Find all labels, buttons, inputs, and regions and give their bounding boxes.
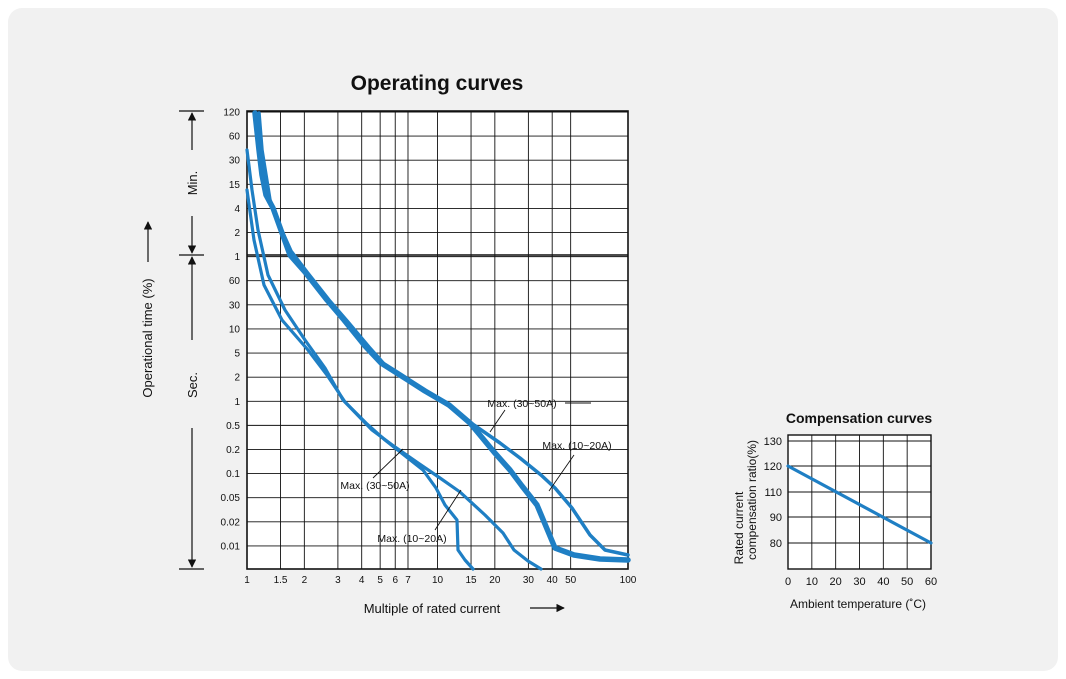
operating-y-ticks: 120 60 30 15 4 2 1 60 30 10 5 2 1 0.5 0.2 0.1 0.05 0.02 0.…: [221, 108, 241, 553]
operating-y-tick-label: 1: [234, 397, 240, 408]
operating-y-tick-label: 10: [229, 324, 241, 335]
operating-x-tick-label: 15: [465, 575, 477, 586]
operating-annotation-leader: [434, 489, 462, 531]
operating-y-tick-label: 5: [234, 349, 240, 360]
operating-grid: [246, 110, 629, 570]
operating-y-tick-label: 0.5: [226, 421, 240, 432]
compensation-y-label-line1: Rated current: [732, 491, 746, 564]
compensation-x-tick-label: 20: [830, 576, 842, 588]
compensation-y-tick-label: 120: [764, 461, 782, 473]
operating-y-tick-label: 4: [234, 204, 240, 215]
operating-y-tick-label: 60: [229, 276, 241, 287]
compensation-y-tick-label: 130: [764, 436, 782, 448]
operating-x-tick-label: 1.5: [274, 575, 288, 586]
operating-annotation-leader: [548, 454, 575, 492]
operating-x-tick-label: 40: [547, 575, 559, 586]
operating-annotations: Max. (30~50A) Max. (10~20A) Max. (30~50A) M…: [340, 398, 611, 545]
compensation-y-label-line2: compensation ratio(%): [745, 440, 759, 560]
operating-x-tick-label: 2: [302, 575, 308, 586]
y-group-sec-label: Sec.: [185, 372, 200, 398]
operating-y-tick-label: 0.2: [226, 445, 240, 456]
operating-annotation-leader: [372, 448, 404, 479]
compensation-y-tick-label: 110: [764, 487, 782, 499]
operating-x-tick-label: 20: [489, 575, 501, 586]
operating-y-tick-label: 30: [229, 300, 241, 311]
compensation-y-tick-label: 80: [770, 538, 782, 550]
operating-x-tick-label: 3: [335, 575, 341, 586]
compensation-line: [786, 464, 933, 545]
operating-x-tick-label: 30: [523, 575, 535, 586]
y-group-min-label: Min.: [185, 171, 200, 196]
operating-y-tick-label: 2: [234, 228, 240, 239]
operating-curves: [245, 110, 631, 571]
operating-annotation: Max. (10~20A): [377, 533, 446, 545]
operating-x-tick-label: 7: [405, 575, 411, 586]
operating-x-tick-label: 6: [392, 575, 398, 586]
operating-annotation: Max. (30~50A): [340, 480, 409, 492]
compensation-x-tick-label: 60: [925, 576, 937, 588]
operating-x-tick-label: 4: [359, 575, 365, 586]
compensation-x-tick-label: 0: [785, 576, 791, 588]
operating-curve-line: [257, 111, 630, 557]
operating-x-tick-label: 10: [432, 575, 444, 586]
operating-y-tick-label: 30: [229, 156, 241, 167]
operating-y-tick-label: 0.01: [221, 541, 241, 552]
operating-y-tick-label: 0.1: [226, 469, 240, 480]
operating-x-ticks: 1 1.5 2 3 4 5 6 7 10 15 20 30 40 50 100: [244, 575, 637, 586]
operating-y-tick-label: 2: [234, 373, 240, 384]
compensation-x-tick-label: 30: [853, 576, 865, 588]
operating-y-tick-label: 1: [234, 252, 240, 263]
operating-y-tick-label: 120: [223, 108, 240, 119]
operating-x-axis-label: Multiple of rated current: [364, 601, 501, 616]
compensation-y-tick-label: 90: [770, 512, 782, 524]
operating-x-tick-label: 1: [244, 575, 250, 586]
operating-x-tick-label: 100: [620, 575, 637, 586]
operating-y-tick-label: 60: [229, 132, 241, 143]
operating-y-tick-label: 0.05: [221, 493, 241, 504]
operating-y-tick-label: 15: [229, 180, 241, 191]
operating-x-tick-label: 5: [377, 575, 383, 586]
compensation-x-tick-label: 50: [901, 576, 913, 588]
operating-annotation: Max. (10~20A): [542, 440, 611, 452]
compensation-x-axis-label: Ambient temperature (˚C): [790, 597, 926, 611]
operating-curve-line: [245, 188, 543, 571]
operating-y-axis-label: Operational time (%): [140, 278, 155, 397]
operating-annotation-leader: [489, 409, 506, 433]
operating-x-tick-label: 50: [565, 575, 577, 586]
compensation-curve: [786, 464, 933, 545]
compensation-grid: [787, 434, 932, 570]
operating-chart-title: Operating curves: [351, 72, 524, 95]
compensation-chart-title: Compensation curves: [786, 410, 932, 426]
y-group-brackets: [143, 110, 565, 613]
compensation-x-tick-label: 40: [877, 576, 889, 588]
operating-annotation: Max. (30~50A): [487, 398, 556, 410]
compensation-ticks: 130 120 110 90 80 0 10 20 30 40 50 60: [764, 436, 937, 588]
compensation-x-tick-label: 10: [806, 576, 818, 588]
operating-y-tick-label: 0.02: [221, 517, 241, 528]
